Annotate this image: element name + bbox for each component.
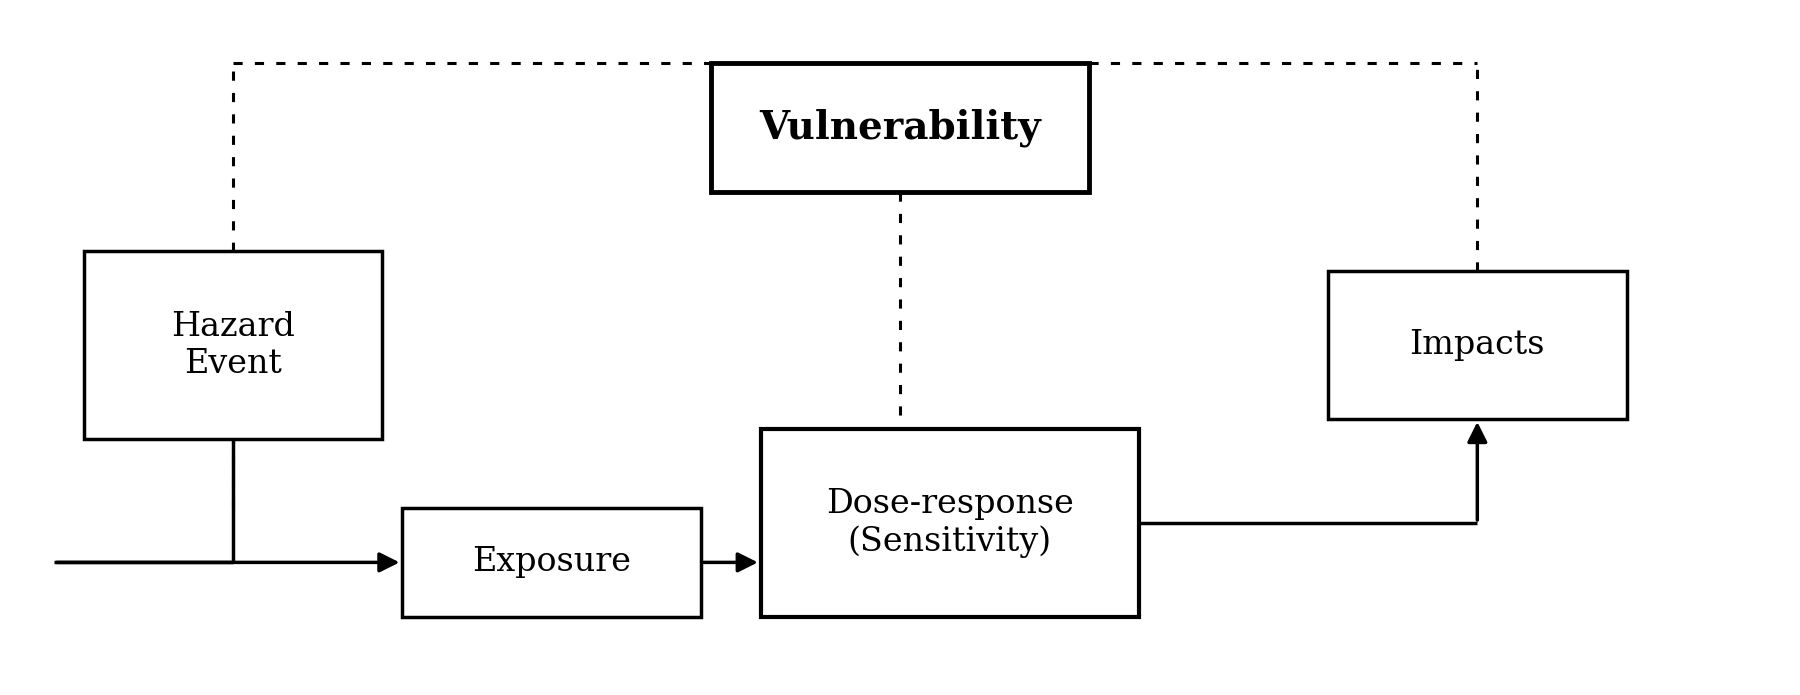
Bar (1328, 271, 1627, 419)
Text: Dose-response
(Sensitivity): Dose-response (Sensitivity) (826, 488, 1075, 558)
Bar (761, 429, 1139, 616)
Bar (403, 508, 700, 616)
Bar (711, 63, 1089, 192)
Text: Exposure: Exposure (472, 546, 632, 578)
Text: Hazard
Event: Hazard Event (171, 311, 295, 379)
Text: Vulnerability: Vulnerability (760, 108, 1040, 147)
Bar (85, 251, 382, 439)
Text: Impacts: Impacts (1409, 329, 1544, 361)
